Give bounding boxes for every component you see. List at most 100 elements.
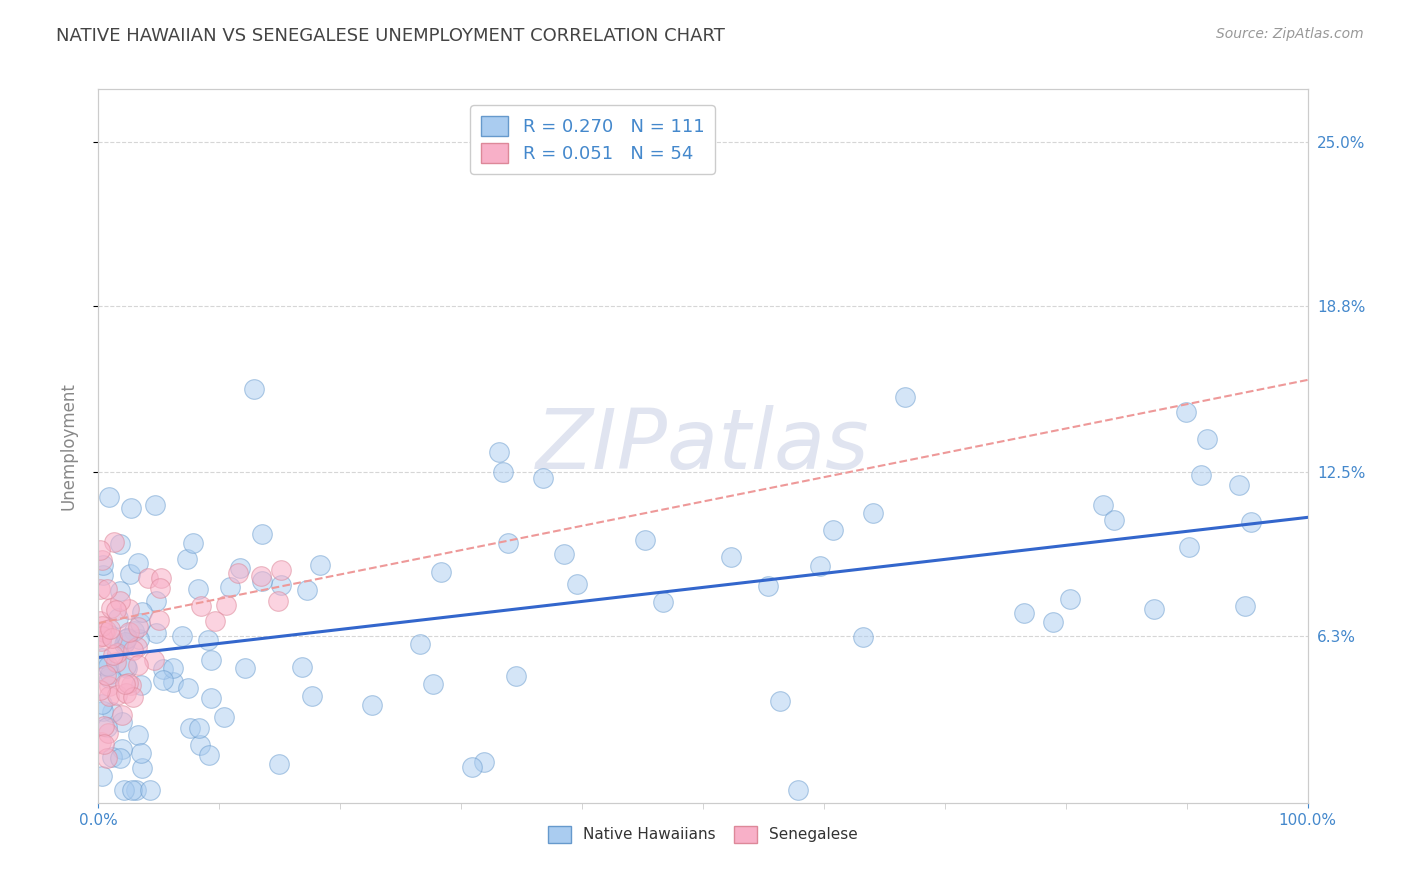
Point <box>152 673 174 687</box>
Point <box>821 523 844 537</box>
Point <box>233 661 256 675</box>
Point <box>114 635 136 649</box>
Point <box>93 558 115 572</box>
Point <box>270 578 292 592</box>
Point <box>430 565 453 579</box>
Point <box>204 614 226 628</box>
Point <box>200 653 222 667</box>
Point <box>117 676 139 690</box>
Point <box>250 527 273 541</box>
Point <box>98 689 121 703</box>
Point <box>127 728 149 742</box>
Point <box>129 678 152 692</box>
Point <box>89 630 111 644</box>
Point <box>301 690 323 704</box>
Point <box>267 756 290 771</box>
Point <box>212 710 235 724</box>
Point <box>894 390 917 404</box>
Point <box>96 751 118 765</box>
Point <box>98 628 121 642</box>
Point <box>1178 540 1201 554</box>
Point <box>108 751 131 765</box>
Point <box>91 704 114 718</box>
Point <box>787 782 810 797</box>
Point <box>101 705 124 719</box>
Point <box>1042 615 1064 630</box>
Point <box>97 490 120 504</box>
Point <box>162 675 184 690</box>
Point <box>91 568 114 582</box>
Point <box>112 782 135 797</box>
Point <box>250 568 273 582</box>
Point <box>188 721 211 735</box>
Point <box>115 658 138 673</box>
Point <box>1240 516 1263 530</box>
Point <box>170 630 193 644</box>
Point <box>125 640 148 654</box>
Point <box>89 614 111 628</box>
Point <box>91 553 114 567</box>
Point <box>110 583 132 598</box>
Legend: Native Hawaiians, Senegalese: Native Hawaiians, Senegalese <box>541 820 865 848</box>
Point <box>197 632 219 647</box>
Point <box>198 747 221 762</box>
Point <box>190 599 212 614</box>
Point <box>110 742 132 756</box>
Point <box>128 616 150 631</box>
Point <box>101 750 124 764</box>
Point <box>127 556 149 570</box>
Point <box>93 737 115 751</box>
Point <box>115 686 138 700</box>
Point <box>91 769 114 783</box>
Point <box>96 720 118 734</box>
Point <box>200 691 222 706</box>
Text: NATIVE HAWAIIAN VS SENEGALESE UNEMPLOYMENT CORRELATION CHART: NATIVE HAWAIIAN VS SENEGALESE UNEMPLOYME… <box>56 27 725 45</box>
Point <box>89 582 111 597</box>
Point <box>181 536 204 550</box>
Point <box>124 782 146 797</box>
Point <box>188 739 211 753</box>
Point <box>108 594 131 608</box>
Point <box>89 683 111 698</box>
Point <box>553 547 575 561</box>
Point <box>496 535 519 549</box>
Point <box>143 499 166 513</box>
Point <box>309 558 332 572</box>
Point <box>409 637 432 651</box>
Point <box>505 669 527 683</box>
Point <box>460 759 482 773</box>
Point <box>250 574 273 588</box>
Text: Source: ZipAtlas.com: Source: ZipAtlas.com <box>1216 27 1364 41</box>
Point <box>179 721 201 735</box>
Point <box>361 698 384 713</box>
Point <box>122 624 145 639</box>
Point <box>127 620 149 634</box>
Point <box>96 582 118 596</box>
Point <box>94 659 117 673</box>
Point <box>105 688 128 702</box>
Point <box>492 465 515 479</box>
Point <box>91 619 114 633</box>
Point <box>1189 468 1212 483</box>
Point <box>121 782 143 797</box>
Point <box>488 445 510 459</box>
Point <box>97 726 120 740</box>
Point <box>229 560 252 574</box>
Point <box>131 761 153 775</box>
Point <box>270 563 292 577</box>
Point <box>114 632 136 646</box>
Point <box>115 631 138 645</box>
Point <box>1233 599 1256 613</box>
Point <box>152 661 174 675</box>
Point <box>136 570 159 584</box>
Point <box>145 626 167 640</box>
Point <box>228 566 250 580</box>
Point <box>103 648 125 662</box>
Point <box>129 746 152 760</box>
Point <box>138 782 160 797</box>
Point <box>111 708 134 723</box>
Point <box>720 550 742 565</box>
Point <box>105 646 128 660</box>
Point <box>472 755 495 769</box>
Point <box>93 625 115 640</box>
